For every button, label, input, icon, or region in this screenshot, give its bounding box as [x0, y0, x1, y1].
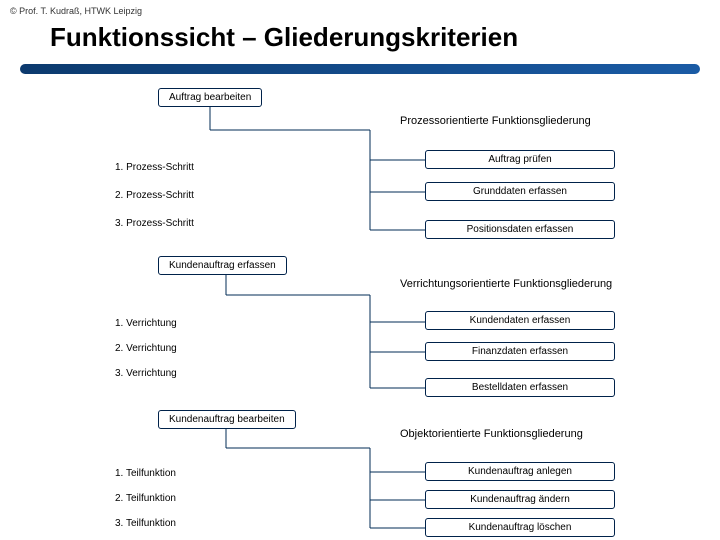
title-underline — [20, 64, 700, 74]
s1-root: Auftrag bearbeiten — [158, 88, 262, 107]
s1-step-3: 3. Prozess-Schritt — [115, 218, 194, 229]
s2-leaf-1: Kundendaten erfassen — [425, 311, 615, 330]
copyright-text: © Prof. T. Kudraß, HTWK Leipzig — [10, 6, 142, 16]
s2-step-2: 2. Verrichtung — [115, 343, 177, 354]
s1-leaf-2: Grunddaten erfassen — [425, 182, 615, 201]
s3-root: Kundenauftrag bearbeiten — [158, 410, 296, 429]
s3-step-1: 1. Teilfunktion — [115, 468, 176, 479]
s2-step-3: 3. Verrichtung — [115, 368, 177, 379]
s2-heading: Verrichtungsorientierte Funktionsglieder… — [400, 278, 612, 290]
s3-leaf-1: Kundenauftrag anlegen — [425, 462, 615, 481]
s1-step-2: 2. Prozess-Schritt — [115, 190, 194, 201]
s3-step-3: 3. Teilfunktion — [115, 518, 176, 529]
page-title: Funktionssicht – Gliederungskriterien — [50, 22, 518, 53]
s2-leaf-3: Bestelldaten erfassen — [425, 378, 615, 397]
s2-step-1: 1. Verrichtung — [115, 318, 177, 329]
s3-leaf-3: Kundenauftrag löschen — [425, 518, 615, 537]
s1-step-1: 1. Prozess-Schritt — [115, 162, 194, 173]
s1-leaf-1: Auftrag prüfen — [425, 150, 615, 169]
s3-leaf-2: Kundenauftrag ändern — [425, 490, 615, 509]
s2-root: Kundenauftrag erfassen — [158, 256, 287, 275]
s2-leaf-2: Finanzdaten erfassen — [425, 342, 615, 361]
connector-lines — [0, 0, 720, 540]
s1-leaf-3: Positionsdaten erfassen — [425, 220, 615, 239]
s3-heading: Objektorientierte Funktionsgliederung — [400, 428, 583, 440]
s3-step-2: 2. Teilfunktion — [115, 493, 176, 504]
s1-heading: Prozessorientierte Funktionsgliederung — [400, 115, 591, 127]
